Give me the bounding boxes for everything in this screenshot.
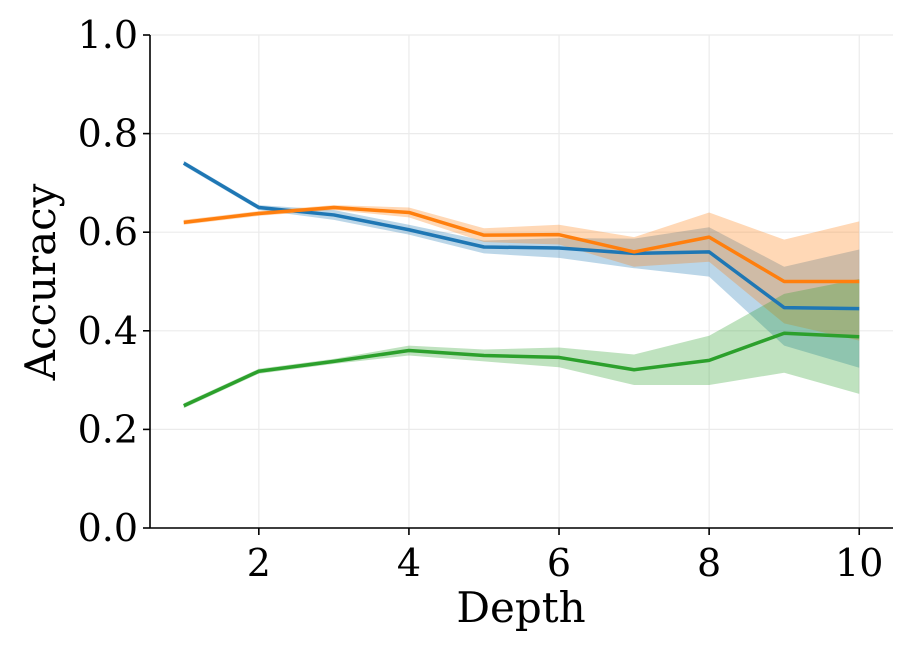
- x-axis-label: Depth: [456, 583, 585, 632]
- tick-labels: 2 4 6 8 10 0.0 0.2 0.4 0.6 0.8 1.0: [78, 13, 884, 585]
- y-axis-label: Accuracy: [16, 183, 65, 381]
- x-tick-label: 2: [247, 541, 271, 585]
- y-tick-label: 0.4: [78, 309, 138, 353]
- y-tick-label: 0.6: [78, 210, 138, 254]
- x-tick-label: 6: [547, 541, 571, 585]
- series-green-line: [183, 331, 860, 408]
- series-green-band: [183, 279, 860, 409]
- series-orange-band: [183, 205, 860, 341]
- y-tick-label: 0.2: [78, 407, 138, 451]
- series-orange-line: [183, 205, 860, 284]
- confidence-bands: [183, 160, 860, 409]
- x-tick-label: 4: [397, 541, 421, 585]
- axes: [143, 34, 893, 535]
- y-tick-label: 1.0: [78, 13, 138, 57]
- x-tick-label: 10: [835, 541, 883, 585]
- x-tick-label: 8: [697, 541, 721, 585]
- series-lines: [182, 161, 860, 408]
- y-tick-label: 0.0: [78, 506, 138, 550]
- y-tick-label: 0.8: [78, 112, 138, 156]
